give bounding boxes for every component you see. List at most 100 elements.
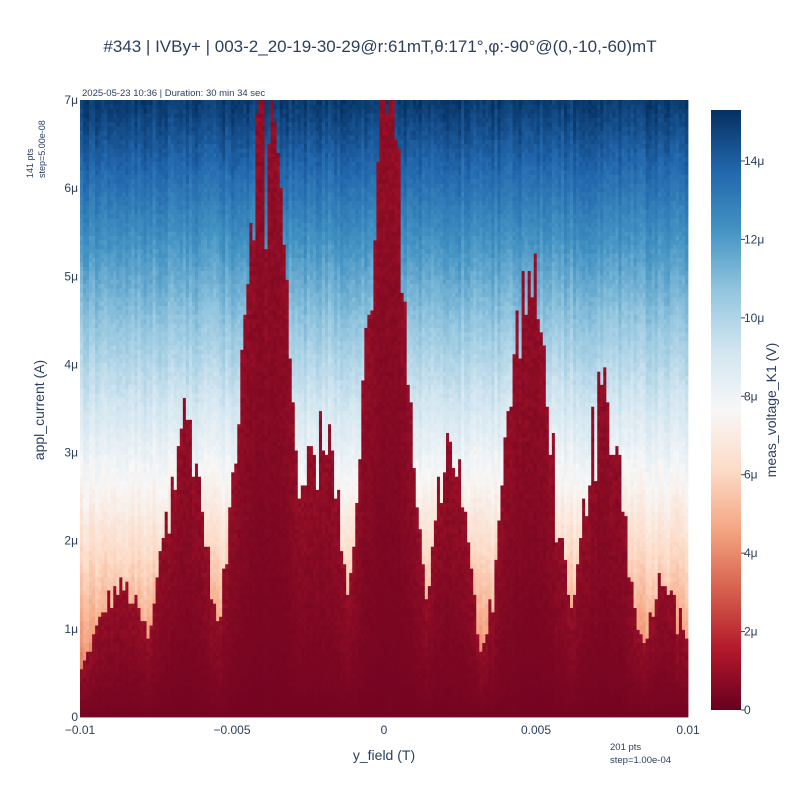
heatmap-cell [95,345,98,350]
heatmap-cell [128,253,131,258]
heatmap-cell [125,529,128,534]
heatmap-cell [113,590,116,595]
heatmap-column [122,100,125,717]
heatmap-cell [141,511,144,516]
heatmap-cell [153,533,156,538]
heatmap-cell [95,389,98,394]
heatmap-cell [162,227,165,232]
heatmap-cell [125,209,128,214]
heatmap-cell [86,398,89,403]
heatmap-cell [122,704,125,709]
heatmap-cell [80,511,83,516]
heatmap-cell [122,441,125,446]
heatmap-cell [168,398,171,403]
heatmap-cell [131,367,134,372]
heatmap-cell [159,634,162,639]
heatmap-cell [110,568,113,573]
heatmap-cell [116,538,119,543]
heatmap-cell [128,704,131,709]
heatmap-cell [80,166,83,171]
heatmap-cell [110,332,113,337]
heatmap-cell [95,306,98,311]
heatmap-cell [110,179,113,184]
heatmap-cell [128,621,131,626]
heatmap-cell [165,371,168,376]
heatmap-cell [144,104,147,109]
heatmap-cell [159,503,162,508]
heatmap-cell [116,118,119,123]
heatmap-cell [141,367,144,372]
heatmap-cell [89,279,92,284]
heatmap-cell [137,507,140,512]
heatmap-cell [119,503,122,508]
heatmap-cell [116,454,119,459]
heatmap-cell [128,411,131,416]
heatmap-cell [116,314,119,319]
heatmap-cell [116,157,119,162]
heatmap-cell [110,433,113,438]
heatmap-cell [104,179,107,184]
heatmap-cell [165,555,168,560]
heatmap-cell [147,231,150,236]
heatmap-cell [80,590,83,595]
heatmap-cell [122,354,125,359]
heatmap-cell [80,358,83,363]
heatmap-cell [92,555,95,560]
heatmap-cell [86,157,89,162]
heatmap-cell [144,691,147,696]
heatmap-cell [98,682,101,687]
heatmap-cell [89,144,92,149]
heatmap-cell [89,459,92,464]
heatmap-cell [89,581,92,586]
heatmap-cell [156,682,159,687]
heatmap-cell [153,336,156,341]
heatmap-cell [101,586,104,591]
heatmap-cell [165,682,168,687]
heatmap-cell [92,678,95,683]
heatmap-cell [92,196,95,201]
heatmap-cell [147,507,150,512]
heatmap-cell [107,678,110,683]
heatmap-cell [125,345,128,350]
heatmap-cell [122,341,125,346]
heatmap-cell [101,516,104,521]
heatmap-cell [101,319,104,324]
heatmap-cell [156,564,159,569]
heatmap-cell [119,402,122,407]
heatmap-cell [162,188,165,193]
heatmap-cell [119,533,122,538]
heatmap-cell [98,314,101,319]
heatmap-cell [159,100,162,105]
heatmap-cell [116,612,119,617]
heatmap-cell [119,454,122,459]
heatmap-cell [144,450,147,455]
heatmap-cell [101,450,104,455]
heatmap-cell [162,468,165,473]
heatmap-cell [156,139,159,144]
heatmap-cell [104,201,107,206]
heatmap-cell [92,446,95,451]
heatmap-cell [101,157,104,162]
heatmap-cell [110,682,113,687]
heatmap-cell [80,634,83,639]
heatmap-cell [171,468,174,473]
heatmap-cell [101,489,104,494]
heatmap-cell [107,542,110,547]
heatmap-cell [134,629,137,634]
heatmap-cell [113,503,116,508]
heatmap-cell [141,411,144,416]
heatmap-cell [107,494,110,499]
heatmap-cell [150,266,153,271]
heatmap-cell [125,231,128,236]
heatmap-cell [165,393,168,398]
heatmap-cell [125,494,128,499]
heatmap-cell [89,590,92,595]
heatmap-cell [92,660,95,665]
heatmap-cell [137,376,140,381]
heatmap-cell [168,463,171,468]
heatmap-cell [80,686,83,691]
heatmap-cell [144,616,147,621]
heatmap-cell [131,459,134,464]
heatmap-cell [144,188,147,193]
heatmap-cell [113,586,116,591]
